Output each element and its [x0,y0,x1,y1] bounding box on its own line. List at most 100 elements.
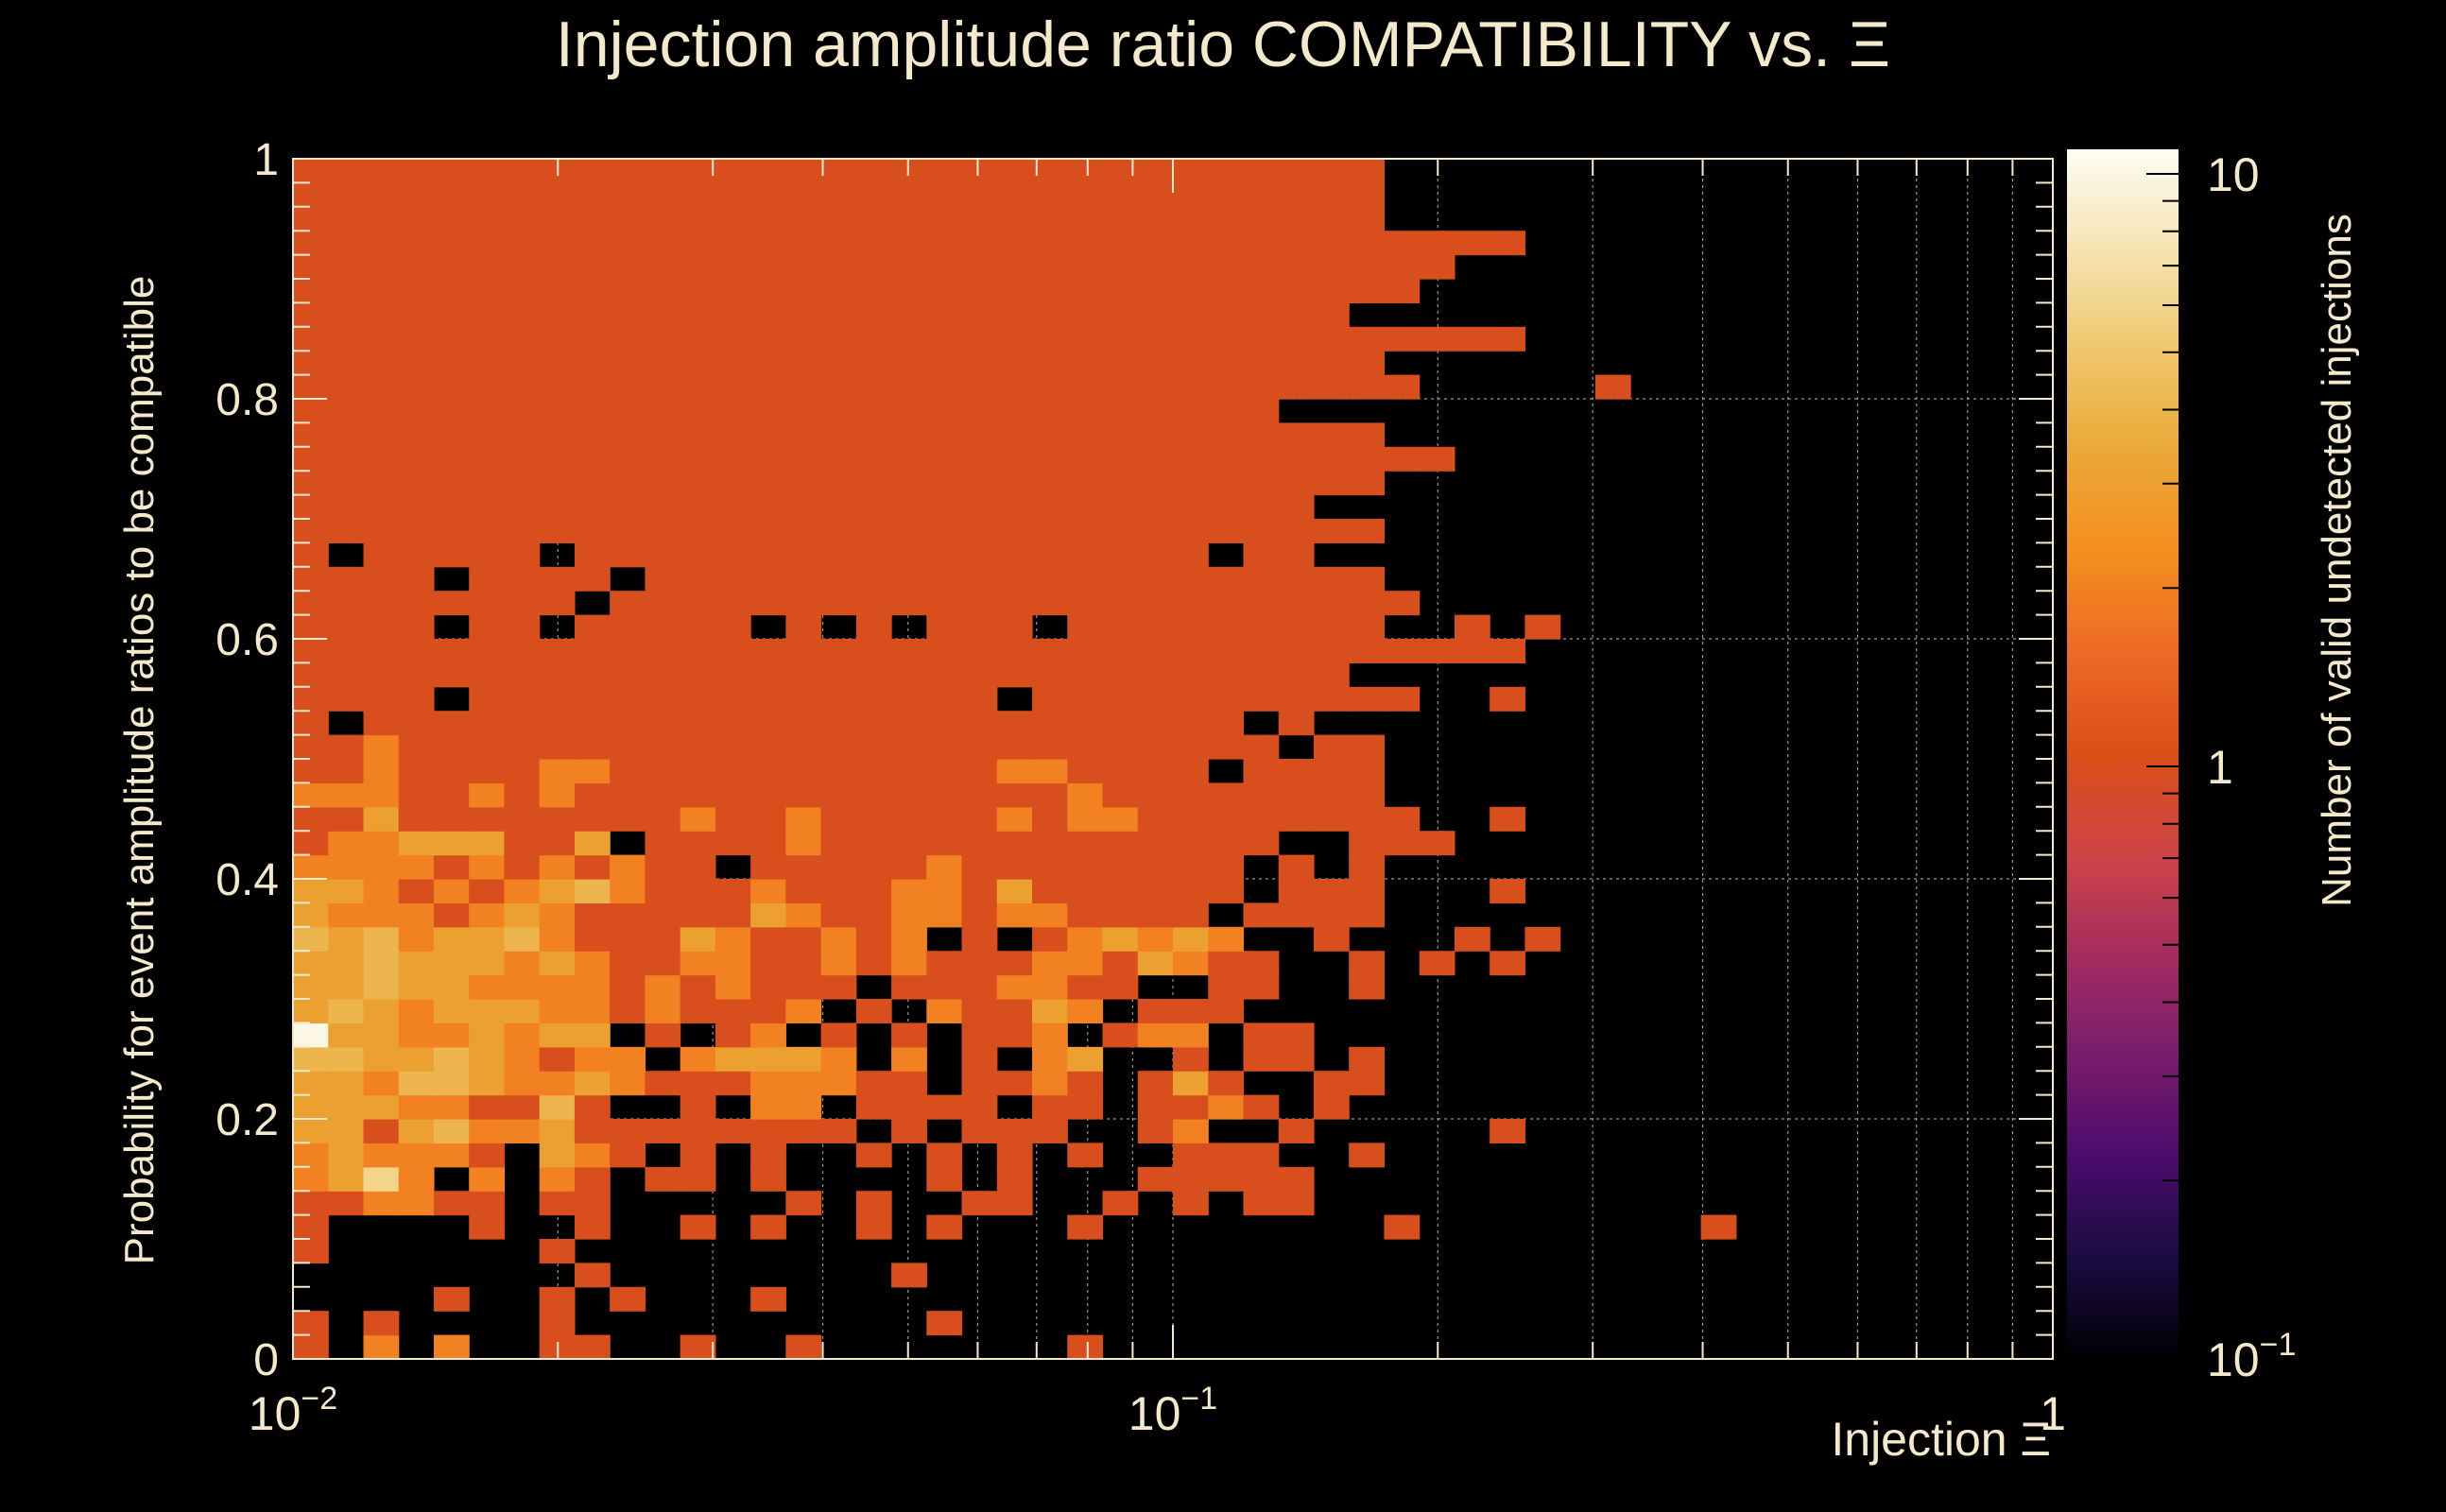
heatmap-cell [715,831,751,856]
heatmap-cell [1208,374,1245,400]
heatmap-cell [961,326,998,352]
heatmap-cell [750,1094,786,1120]
heatmap-cell [293,1094,329,1120]
heatmap-cell [610,399,646,423]
x-tick-label: 10−1 [1128,1381,1217,1440]
heatmap-cell [1208,831,1245,856]
heatmap-cell [1173,926,1209,952]
heatmap-cell [363,182,400,208]
heatmap-cell [363,351,400,376]
heatmap-cell [293,1022,329,1048]
y-tick-label: 0.4 [215,855,279,905]
heatmap-cell [1278,902,1315,928]
heatmap-cell [1032,566,1068,592]
heatmap-cell [398,399,435,423]
heatmap-cell [398,1022,435,1048]
heatmap-cell [504,422,541,448]
heatmap-cell [433,1071,470,1096]
heatmap-cell [1067,806,1104,832]
heatmap-cell [610,686,646,712]
heatmap-cell [1137,446,1174,472]
heatmap-cell [1243,951,1280,976]
heatmap-cell [1173,351,1209,376]
heatmap-cell [539,782,576,808]
heatmap-cell [1032,591,1068,616]
heatmap-cell [1102,974,1139,1000]
heatmap-cell [1102,806,1139,832]
heatmap-cell [328,1143,365,1168]
heatmap-cell [469,471,506,496]
heatmap-cell [891,519,927,543]
heatmap-cell [574,1119,611,1143]
heatmap-cell [398,182,435,208]
heatmap-cell [610,422,646,448]
heatmap-cell [1243,542,1280,568]
heatmap-cell [469,1046,506,1072]
heatmap-cell [1349,974,1386,1000]
heatmap-cell [1102,662,1139,688]
heatmap-cell [293,542,329,568]
heatmap-cell [1313,662,1350,688]
heatmap-cell [1102,182,1139,208]
heatmap-cell [1349,231,1386,256]
heatmap-cell [820,591,857,616]
heatmap-cell [820,326,857,352]
heatmap-cell [820,302,857,328]
heatmap-cell [961,782,998,808]
heatmap-cell [433,302,470,328]
heatmap-cell [1067,374,1104,400]
heatmap-cell [891,206,927,232]
heatmap-cell [1067,782,1104,808]
heatmap-cell [1313,254,1350,280]
heatmap-cell [1243,351,1280,376]
heatmap-cell [539,1094,576,1120]
heatmap-cell [891,374,927,400]
heatmap-cell [645,422,681,448]
heatmap-cell [855,1094,892,1120]
heatmap-cell [1032,326,1068,352]
heatmap-cell [1032,399,1068,423]
heatmap-cell [926,566,963,592]
heatmap-cell [1419,254,1456,280]
heatmap-cell [293,1334,329,1360]
heatmap-cell [961,806,998,832]
heatmap-cell [961,686,998,712]
heatmap-cell [433,879,470,903]
colorbar-tick-label: 1 [2207,741,2233,794]
heatmap-cell [680,1071,716,1096]
heatmap-cell [1278,759,1315,783]
heatmap-cell [1102,566,1139,592]
heatmap-cell [1278,494,1315,520]
heatmap-cell [715,734,751,760]
heatmap-cell [610,782,646,808]
heatmap-cell [1032,1022,1068,1048]
heatmap-cell [1032,926,1068,952]
heatmap-cell [645,999,681,1023]
heatmap-cell [504,302,541,328]
heatmap-cell [855,759,892,783]
heatmap-cell [1137,759,1174,783]
heatmap-cell [328,639,365,663]
heatmap-cell [328,759,365,783]
heatmap-cell [433,446,470,472]
heatmap-cell [680,542,716,568]
heatmap-cell [293,182,329,208]
heatmap-cell [539,399,576,423]
heatmap-cell [820,446,857,472]
heatmap-cell [433,471,470,496]
heatmap-cell [785,806,822,832]
heatmap-cell [504,494,541,520]
heatmap-cell [1173,1071,1209,1096]
heatmap-cell [293,614,329,640]
heatmap-cell [504,254,541,280]
heatmap-cell [1384,326,1421,352]
heatmap-cell [715,926,751,952]
heatmap-cell [328,591,365,616]
heatmap-cell [469,494,506,520]
heatmap-cell [715,639,751,663]
heatmap-cell [785,182,822,208]
heatmap-cell [1067,879,1104,903]
heatmap-cell [1208,1094,1245,1120]
heatmap-cell [1067,686,1104,712]
heatmap-cell [996,399,1033,423]
